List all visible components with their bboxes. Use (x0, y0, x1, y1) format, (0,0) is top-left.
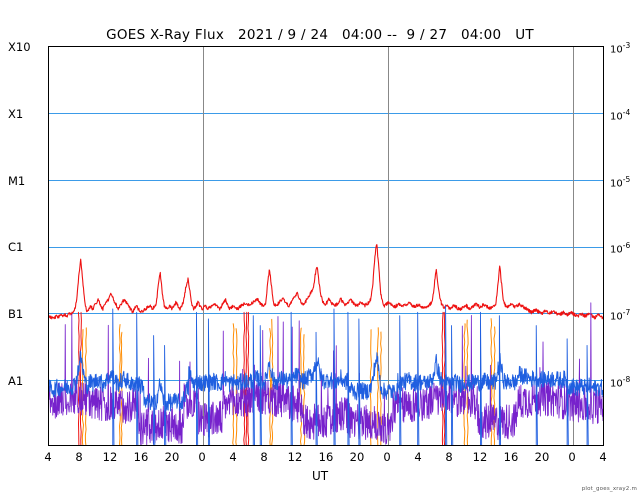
y-tick-left-a1: A1 (8, 374, 24, 388)
x-tick-8: 12 (287, 450, 303, 464)
x-tick-9: 16 (318, 450, 334, 464)
x-tick-18: 4 (599, 450, 607, 464)
x-tick-7: 8 (260, 450, 268, 464)
day-boundary-3 (573, 47, 574, 445)
mantissa: 10 (610, 111, 623, 123)
x-tick-3: 16 (133, 450, 149, 464)
x-tick-10: 20 (349, 450, 365, 464)
y-tick-left-c1: C1 (8, 240, 24, 254)
x-tick-16: 20 (534, 450, 550, 464)
chart-title: GOES X-Ray Flux 2021 / 9 / 24 04:00 -- 9… (106, 27, 534, 43)
x-tick-11: 0 (383, 450, 391, 464)
gridline-x1 (49, 113, 603, 114)
gridline-c1 (49, 247, 603, 248)
y-tick-right-1e-5: 10-5 (610, 175, 640, 189)
plot-credit: plot_goes_xray2.m (581, 486, 637, 492)
y-tick-left-m1: M1 (8, 174, 26, 188)
mantissa: 10 (610, 244, 623, 256)
exponent: -7 (622, 308, 631, 317)
x-tick-2: 12 (102, 450, 118, 464)
y-tick-left-b1: B1 (8, 307, 24, 321)
exponent: -8 (622, 375, 631, 384)
x-tick-13: 8 (445, 450, 453, 464)
x-tick-4: 20 (164, 450, 180, 464)
plot-area (48, 46, 604, 446)
x-tick-17: 0 (568, 450, 576, 464)
x-axis-label: UT (311, 469, 329, 483)
exponent: -3 (622, 41, 631, 50)
y-tick-right-1e-8: 10-8 (610, 375, 640, 389)
y-tick-left-x1: X1 (8, 107, 24, 121)
mantissa: 10 (610, 44, 623, 56)
exponent: -5 (622, 175, 631, 184)
y-tick-right-1e-6: 10-6 (610, 241, 640, 255)
x-tick-12: 4 (414, 450, 422, 464)
y-tick-right-1e-3: 10-3 (610, 41, 640, 55)
day-boundary-1 (203, 47, 204, 445)
exponent: -6 (622, 241, 631, 250)
y-tick-left-x10: X10 (8, 40, 31, 54)
x-tick-15: 16 (503, 450, 519, 464)
series-canvas (49, 244, 603, 445)
x-tick-5: 0 (198, 450, 206, 464)
x-tick-0: 4 (44, 450, 52, 464)
mantissa: 10 (610, 378, 623, 390)
x-tick-1: 8 (75, 450, 83, 464)
mantissa: 10 (610, 178, 623, 190)
mantissa: 10 (610, 311, 623, 323)
x-tick-6: 4 (229, 450, 237, 464)
exponent: -4 (622, 108, 631, 117)
day-boundary-2 (388, 47, 389, 445)
y-tick-right-1e-7: 10-7 (610, 308, 640, 322)
gridline-b1 (49, 313, 603, 314)
gridline-m1 (49, 180, 603, 181)
x-tick-14: 12 (472, 450, 488, 464)
y-tick-right-1e-4: 10-4 (610, 108, 640, 122)
